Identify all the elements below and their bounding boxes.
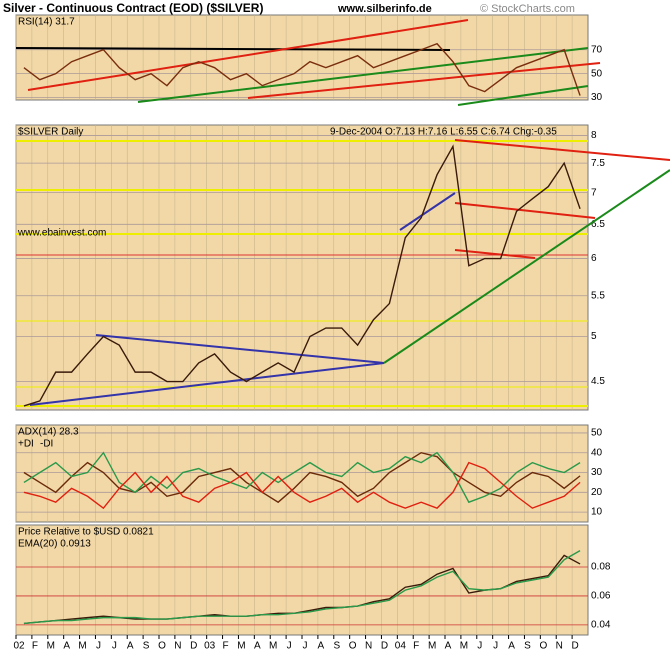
y-tick-label: 10 [591, 507, 603, 518]
trendline [247, 62, 601, 99]
y-tick-label: 5 [591, 331, 597, 342]
trendline [383, 169, 670, 364]
trendline [27, 19, 469, 91]
x-tick-label: J [287, 641, 292, 652]
y-tick-label: 8 [591, 130, 597, 141]
y-tick-label: 20 [591, 487, 603, 498]
x-tick-label: S [333, 641, 340, 652]
series-line [23, 461, 581, 510]
series-line [23, 42, 581, 96]
trendline [29, 362, 385, 406]
x-tick-label: 03 [204, 641, 216, 652]
x-tick-label: M [78, 641, 86, 652]
x-tick-label: A [254, 641, 261, 652]
x-tick-label: 02 [13, 641, 25, 652]
x-tick-label: N [365, 641, 372, 652]
legend-label: ADX(14) 28.3 [18, 427, 79, 438]
y-tick-label: 7.5 [591, 158, 605, 169]
series-line [23, 451, 581, 504]
y-tick-label: 0.06 [591, 591, 611, 602]
x-tick-label: J [96, 641, 101, 652]
x-tick-label: O [349, 641, 357, 652]
annotation: www.ebainvest.com [17, 228, 106, 239]
x-tick-label: N [174, 641, 181, 652]
x-tick-label: D [571, 641, 578, 652]
x-tick-label: J [493, 641, 498, 652]
x-tick-label: A [445, 641, 452, 652]
x-tick-label: F [223, 641, 229, 652]
legend-label: Price Relative to $USD 0.0821 [18, 527, 154, 538]
x-tick-label: J [477, 641, 482, 652]
title: Silver - Continuous Contract (EOD) ($SIL… [3, 1, 263, 15]
y-tick-label: 7 [591, 187, 597, 198]
x-tick-label: N [556, 641, 563, 652]
y-tick-label: 0.04 [591, 620, 611, 631]
x-tick-label: F [32, 641, 38, 652]
legend-label: $SILVER Daily [18, 127, 83, 138]
x-tick-label: M [460, 641, 468, 652]
x-tick-label: M [269, 641, 277, 652]
y-tick-label: 50 [591, 68, 603, 79]
y-tick-label: 30 [591, 92, 603, 103]
x-tick-label: 04 [395, 641, 407, 652]
y-tick-label: 4.5 [591, 376, 605, 387]
x-tick-label: S [143, 641, 150, 652]
x-tick-label: J [112, 641, 117, 652]
x-tick-label: A [508, 641, 515, 652]
x-tick-label: A [127, 641, 134, 652]
trendline [454, 139, 670, 161]
x-tick-label: A [63, 641, 70, 652]
source: www.silberinfo.de [337, 3, 432, 15]
x-tick-label: O [158, 641, 166, 652]
credit: © StockCharts.com [480, 3, 575, 15]
x-tick-label: D [381, 641, 388, 652]
annotation: 9-Dec-2004 O:7.13 H:7.16 L:6.55 C:6.74 C… [330, 127, 557, 138]
legend-label: EMA(20) 0.0913 [18, 539, 91, 550]
y-tick-label: 40 [591, 447, 603, 458]
trendline [137, 47, 589, 103]
trendline [457, 85, 589, 106]
y-tick-label: 6.5 [591, 219, 605, 230]
x-tick-label: O [539, 641, 547, 652]
x-tick-label: M [237, 641, 245, 652]
series-line [23, 550, 581, 625]
x-tick-label: M [428, 641, 436, 652]
trendline [399, 192, 456, 231]
x-tick-label: S [524, 641, 531, 652]
y-tick-label: 5.5 [591, 290, 605, 301]
legend-label: -DI [40, 439, 53, 450]
x-tick-label: F [413, 641, 419, 652]
legend-label: +DI [18, 439, 34, 450]
series-line [23, 144, 581, 407]
x-tick-label: J [303, 641, 308, 652]
y-tick-label: 50 [591, 428, 603, 439]
trendline [15, 47, 451, 51]
y-tick-label: 70 [591, 44, 603, 55]
x-tick-label: A [318, 641, 325, 652]
trendline [95, 334, 385, 364]
y-tick-label: 6 [591, 253, 597, 264]
x-tick-label: D [190, 641, 197, 652]
x-tick-label: M [47, 641, 55, 652]
y-tick-label: 0.08 [591, 562, 611, 573]
trendline [454, 249, 536, 259]
y-tick-label: 30 [591, 467, 603, 478]
series-line [23, 451, 581, 504]
legend-label: RSI(14) 31.7 [18, 17, 75, 28]
trendline [454, 202, 596, 219]
